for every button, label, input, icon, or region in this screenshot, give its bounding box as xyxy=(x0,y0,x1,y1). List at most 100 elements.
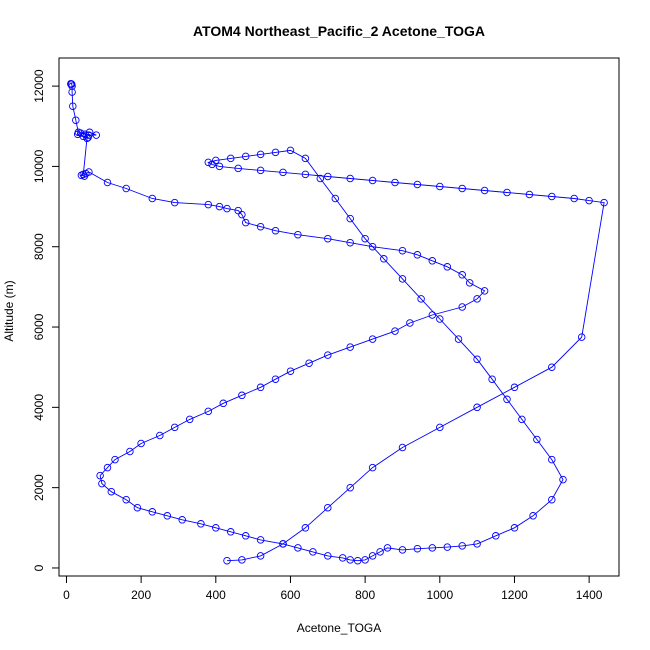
data-point xyxy=(256,222,265,231)
y-tick-label: 2000 xyxy=(32,474,46,501)
data-point xyxy=(548,192,556,201)
data-point xyxy=(197,520,205,528)
data-point xyxy=(548,455,556,464)
data-point xyxy=(219,399,228,408)
data-point xyxy=(600,198,608,207)
data-point xyxy=(170,423,179,432)
data-point xyxy=(238,391,246,400)
data-point xyxy=(309,548,317,556)
y-tick-label: 12000 xyxy=(32,69,46,103)
data-point xyxy=(406,319,414,327)
data-point xyxy=(68,88,76,96)
data-point xyxy=(324,234,332,243)
data-point xyxy=(185,415,194,424)
x-tick-label: 400 xyxy=(206,588,226,602)
data-point xyxy=(215,162,224,171)
data-point xyxy=(241,152,250,161)
data-point xyxy=(204,200,213,209)
x-axis: 0 200 400 600 800 1000 1200 1400 xyxy=(63,576,603,602)
data-point xyxy=(324,351,332,359)
data-point xyxy=(301,170,310,179)
x-tick-label: 1400 xyxy=(576,588,603,602)
data-point xyxy=(271,148,280,157)
data-point xyxy=(111,455,119,464)
data-point xyxy=(241,532,250,540)
data-point xyxy=(286,367,295,375)
data-point xyxy=(331,194,340,203)
data-point xyxy=(107,487,116,496)
data-point xyxy=(241,218,250,227)
data-point xyxy=(204,158,213,167)
data-point xyxy=(368,242,377,251)
data-point xyxy=(458,303,466,311)
data-point xyxy=(72,116,80,124)
data-point xyxy=(503,395,511,404)
data-point xyxy=(316,174,325,183)
data-point xyxy=(234,206,242,215)
data-point xyxy=(458,184,466,193)
data-point xyxy=(256,552,265,560)
data-point xyxy=(428,544,437,552)
y-axis: 0 2000 4000 6000 8000 10000 12000 xyxy=(32,69,59,571)
data-point xyxy=(458,271,466,279)
y-tick-label: 0 xyxy=(32,564,46,571)
data-point xyxy=(137,439,145,448)
data-point xyxy=(525,190,534,199)
data-point xyxy=(294,544,302,552)
y-tick-label: 8000 xyxy=(32,233,46,260)
data-point xyxy=(380,255,388,263)
data-point xyxy=(178,516,186,524)
data-point xyxy=(294,230,302,239)
data-point xyxy=(346,343,354,351)
data-point xyxy=(510,383,519,392)
data-point xyxy=(436,423,444,432)
data-point xyxy=(279,540,287,548)
data-point xyxy=(324,503,332,512)
data-point xyxy=(443,543,452,551)
data-point xyxy=(79,132,88,141)
data-point xyxy=(83,134,91,143)
data-point xyxy=(473,540,481,548)
data-point xyxy=(518,415,526,424)
data-point xyxy=(480,186,489,195)
data-point xyxy=(436,182,444,191)
data-point xyxy=(156,431,164,440)
x-tick-label: 0 xyxy=(63,588,70,602)
chart-title: ATOM4 Northeast_Pacific_2 Acetone_TOGA xyxy=(193,23,485,39)
data-point xyxy=(122,184,130,193)
data-point xyxy=(271,375,280,383)
data-point xyxy=(68,82,76,90)
data-point xyxy=(413,180,422,189)
data-point xyxy=(346,556,354,564)
data-point xyxy=(368,335,377,343)
data-point xyxy=(413,544,422,553)
data-point xyxy=(98,479,106,488)
data-point xyxy=(368,463,377,472)
data-point xyxy=(529,512,537,520)
series-line xyxy=(70,82,605,562)
data-point xyxy=(428,311,437,319)
data-point xyxy=(503,188,511,197)
data-point xyxy=(103,178,112,187)
data-point xyxy=(510,524,519,532)
y-tick-label: 6000 xyxy=(32,313,46,340)
data-point xyxy=(238,556,246,564)
data-point xyxy=(398,443,407,452)
data-point xyxy=(391,178,399,187)
data-point xyxy=(338,554,347,562)
data-point xyxy=(85,168,93,176)
data-point xyxy=(208,160,216,169)
x-tick-label: 800 xyxy=(355,588,375,602)
x-tick-label: 600 xyxy=(280,588,300,602)
data-point xyxy=(96,471,104,480)
data-point xyxy=(488,375,496,383)
data-point xyxy=(84,133,92,142)
data-point xyxy=(428,257,437,265)
data-point xyxy=(346,214,354,223)
data-point xyxy=(443,263,452,271)
data-point xyxy=(226,154,235,163)
y-tick-label: 10000 xyxy=(32,149,46,183)
data-point xyxy=(148,194,157,203)
